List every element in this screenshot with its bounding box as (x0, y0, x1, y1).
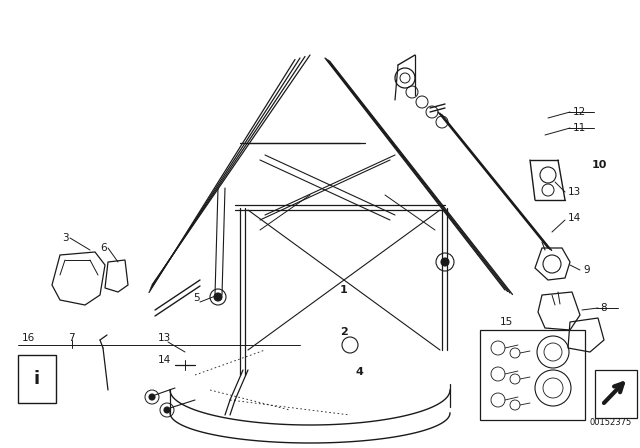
Text: 9: 9 (583, 265, 589, 275)
Text: 16: 16 (22, 333, 35, 343)
Text: 15: 15 (500, 317, 513, 327)
Text: 00152375: 00152375 (590, 418, 632, 426)
Text: 13: 13 (158, 333, 172, 343)
Bar (480, 330, 585, 420)
Text: 4: 4 (355, 367, 363, 377)
Text: 12: 12 (573, 107, 586, 117)
Text: 2: 2 (340, 327, 348, 337)
Text: i: i (34, 370, 40, 388)
Circle shape (149, 394, 155, 400)
Circle shape (441, 258, 449, 266)
Bar (18, 355, 56, 403)
Text: 1: 1 (340, 285, 348, 295)
Text: 8: 8 (600, 303, 607, 313)
Text: 11: 11 (573, 123, 586, 133)
Circle shape (214, 293, 222, 301)
Text: 14: 14 (158, 355, 172, 365)
Text: 5: 5 (193, 293, 200, 303)
Text: 7: 7 (68, 333, 75, 343)
Text: 13: 13 (568, 187, 581, 197)
Text: 3: 3 (62, 233, 68, 243)
Text: 10: 10 (592, 160, 607, 170)
Circle shape (164, 407, 170, 413)
Bar (595, 370, 637, 418)
Text: 14: 14 (568, 213, 581, 223)
Text: 6: 6 (100, 243, 107, 253)
